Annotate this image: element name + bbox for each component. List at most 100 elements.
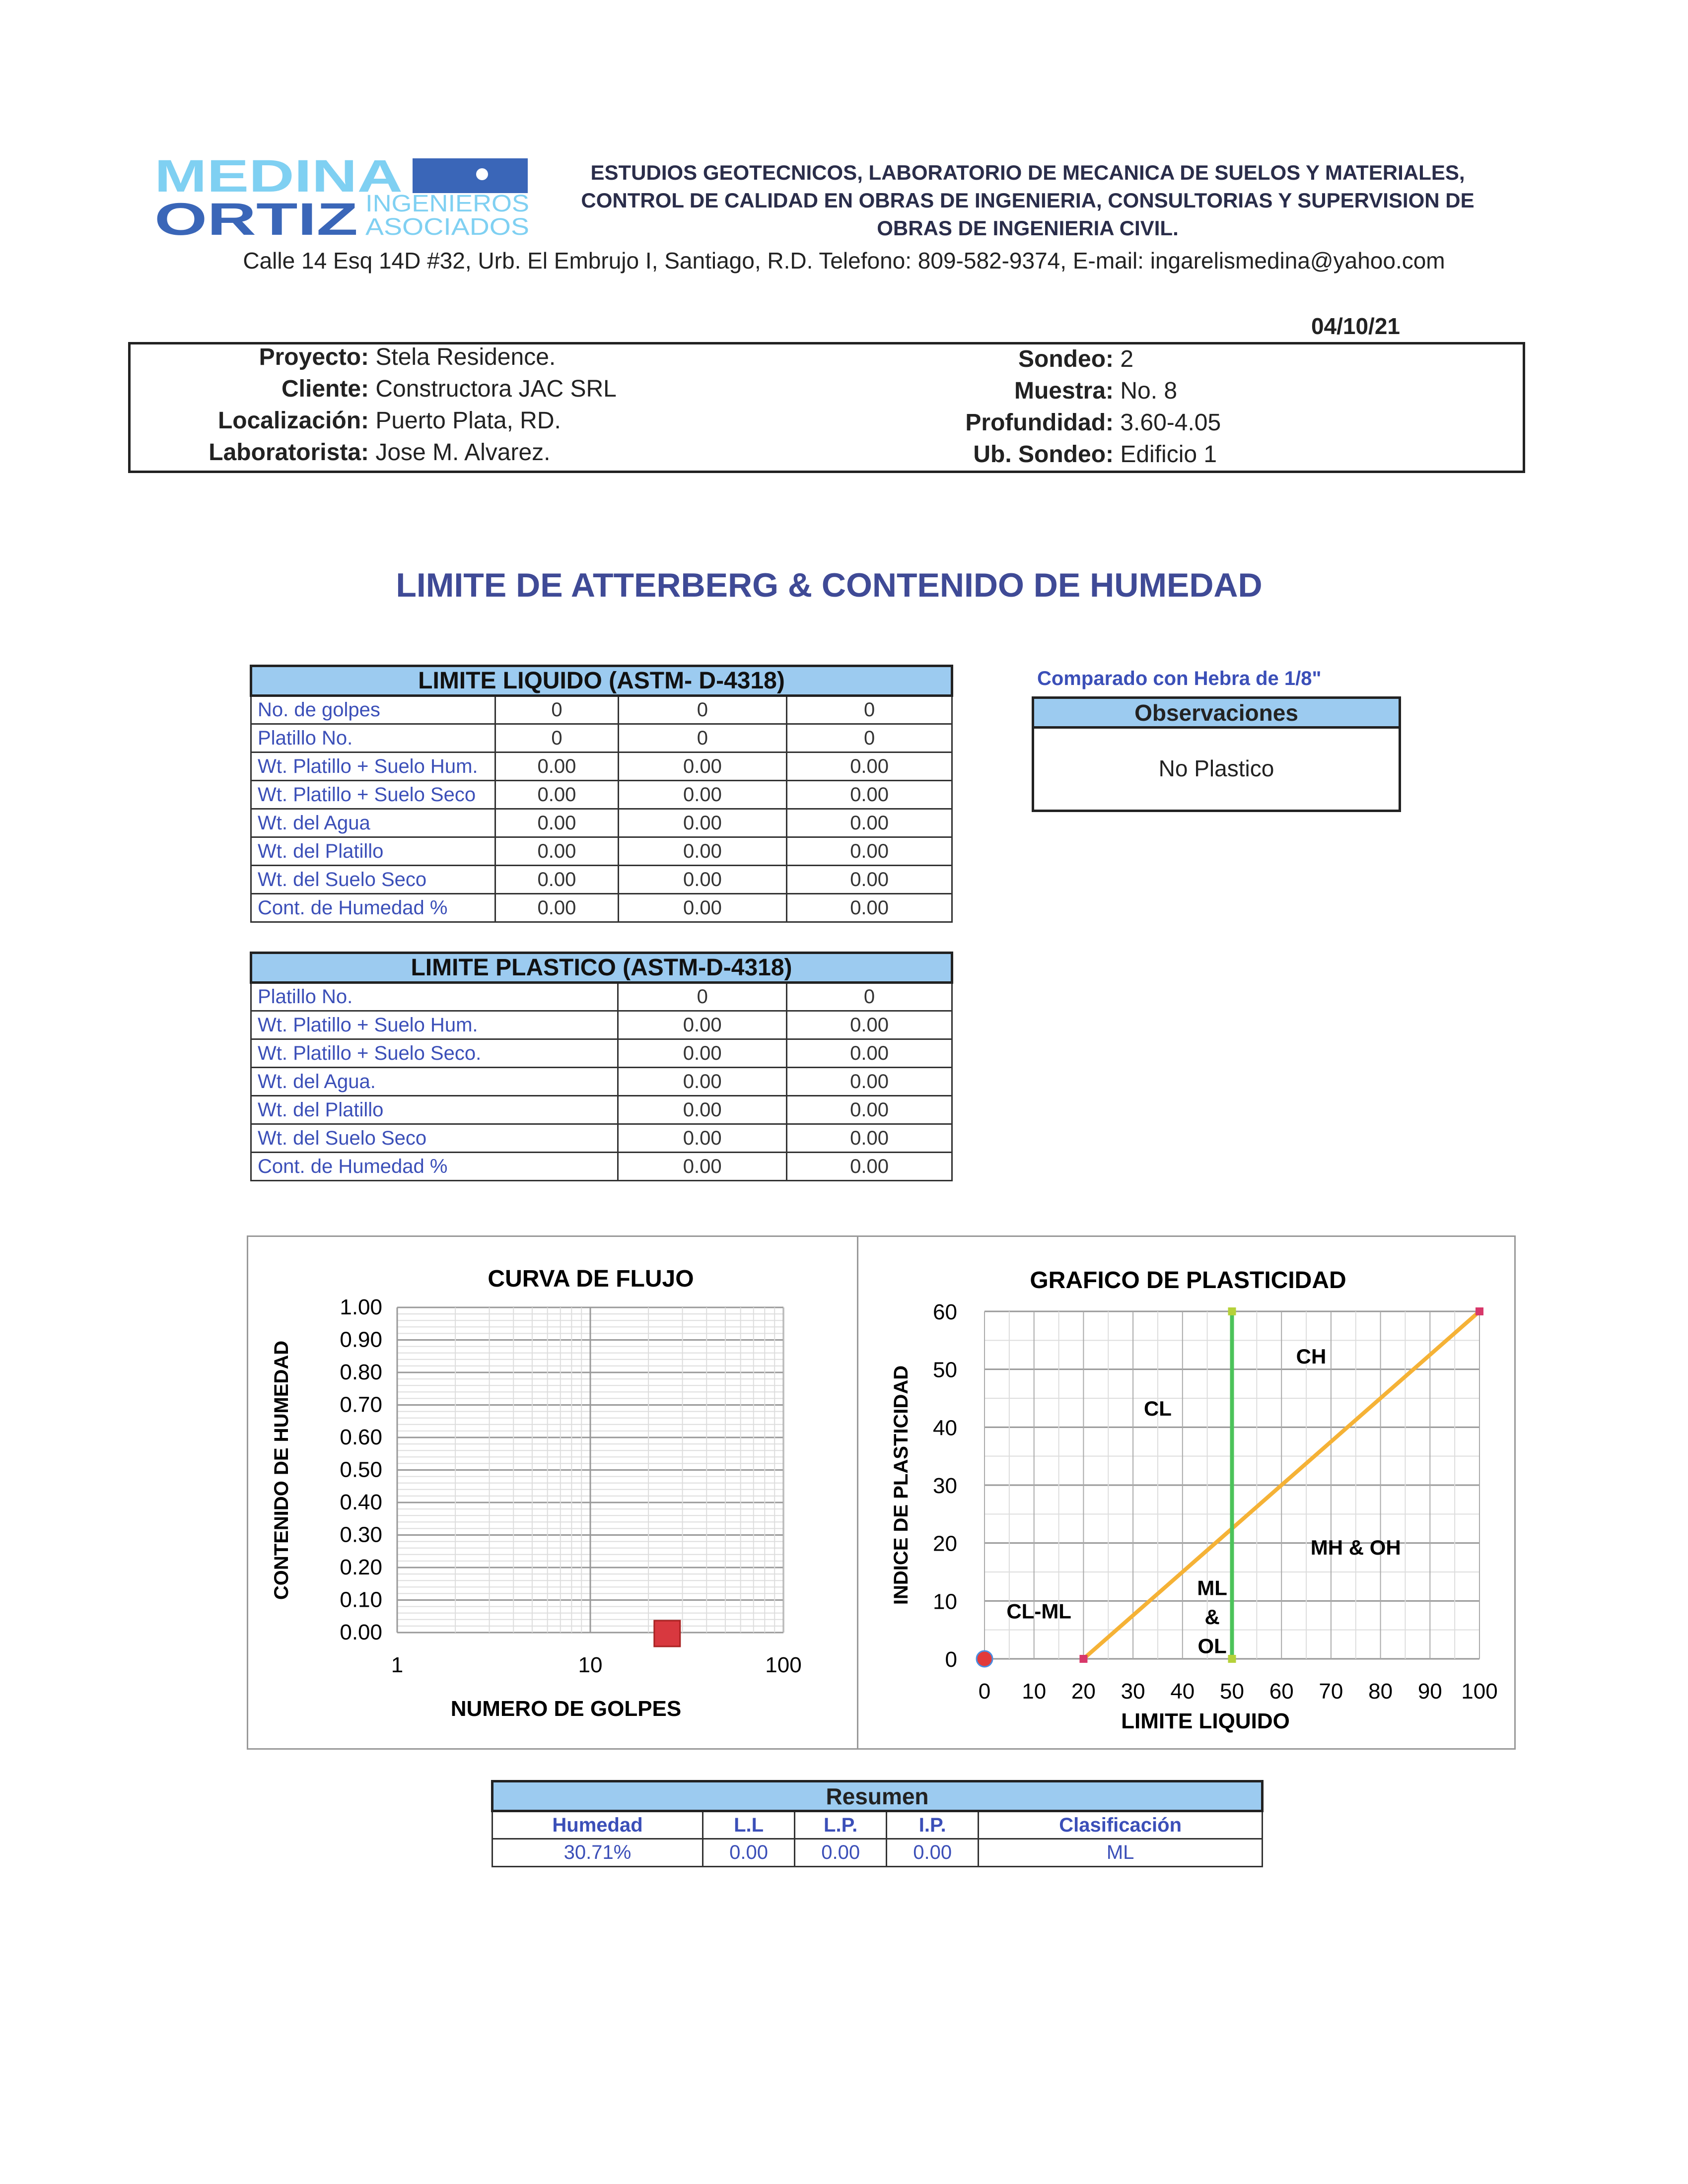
- cell-value: 0.00: [494, 836, 619, 866]
- x-tick-label: 70: [1319, 1679, 1343, 1704]
- row-label: Wt. del Platillo: [250, 836, 496, 866]
- x-tick-label: 0: [979, 1679, 990, 1704]
- cell-value: 0.00: [786, 751, 953, 781]
- summary-ll: 0.00: [702, 1838, 796, 1867]
- y-axis-label: INDICE DE PLASTICIDAD: [890, 1365, 912, 1605]
- x-tick-label: 10: [1022, 1679, 1046, 1704]
- charts-panel: 0.00 0.10 0.20 0.30 0.40 0.50 0.60 0.70 0.80 0.90…: [247, 1235, 1516, 1750]
- line-endpoint: [1228, 1655, 1236, 1663]
- chart-title: CURVA DE FLUJO: [488, 1266, 694, 1292]
- summary-header-humedad: Humedad: [491, 1810, 704, 1840]
- company-logo: MEDINA ORTIZ INGENIEROS ASOCIADOS: [154, 154, 529, 239]
- value-proyecto: Stela Residence.: [375, 344, 556, 370]
- row-label: Wt. Platillo + Suelo Seco: [250, 780, 496, 810]
- cell-value: 0: [617, 695, 788, 725]
- a-line: [1082, 1309, 1481, 1661]
- cell-value: 0.00: [786, 780, 953, 810]
- zone-label: CL-ML: [1006, 1599, 1071, 1623]
- summary-header-ll: L.L: [702, 1810, 796, 1840]
- value-profundidad: 3.60-4.05: [1120, 410, 1221, 436]
- row-label: Cont. de Humedad %: [250, 1152, 619, 1181]
- y-tick-label: 0.30: [340, 1523, 382, 1547]
- y-tick-label: 40: [933, 1416, 957, 1440]
- cell-value: 0.00: [617, 836, 788, 866]
- table-row: Wt. Platillo + Suelo Hum. 0.00 0.00 0.00: [250, 751, 953, 781]
- table-row: Wt. del Suelo Seco 0.00 0.00 0.00: [250, 865, 953, 894]
- cell-value: 0.00: [786, 1095, 953, 1125]
- y-tick-label: 0.20: [340, 1555, 382, 1579]
- cell-value: 0.00: [617, 808, 788, 838]
- label-profundidad: Profundidad:: [965, 410, 1114, 436]
- summary-header-lp: L.P.: [794, 1810, 888, 1840]
- y-tick-label: 10: [933, 1589, 957, 1614]
- report-date: 04/10/21: [1311, 313, 1400, 339]
- cell-value: 0.00: [617, 1095, 788, 1125]
- zone-label: CL: [1144, 1397, 1172, 1420]
- row-label: Wt. Platillo + Suelo Hum.: [250, 1010, 619, 1040]
- cell-value: 0.00: [786, 1067, 953, 1096]
- summary-title: Resumen: [491, 1780, 1264, 1812]
- line-endpoint: [1079, 1655, 1088, 1663]
- label-ub-sondeo: Ub. Sondeo:: [973, 441, 1114, 468]
- cell-value: 0.00: [494, 893, 619, 923]
- observations-header: Observaciones: [1034, 699, 1399, 729]
- summary-header-clasificacion: Clasificación: [978, 1810, 1263, 1840]
- cell-value: 0.00: [617, 1152, 788, 1181]
- y-tick-label: 0.90: [340, 1328, 382, 1352]
- y-tick-label: 0.70: [340, 1393, 382, 1417]
- table-row: Wt. del Platillo 0.00 0.00: [250, 1095, 953, 1125]
- cell-value: 0.00: [617, 865, 788, 894]
- y-tick-label: 0.10: [340, 1588, 382, 1612]
- x-tick-label: 20: [1071, 1679, 1096, 1704]
- y-tick-label: 0.50: [340, 1458, 382, 1482]
- summary-ip: 0.00: [886, 1838, 980, 1867]
- header-line-3: OBRAS DE INGENIERIA CIVIL.: [877, 216, 1179, 240]
- row-label: Wt. del Suelo Seco: [250, 865, 496, 894]
- cell-value: 0.00: [786, 1010, 953, 1040]
- value-sondeo: 2: [1120, 346, 1134, 372]
- table-row: Cont. de Humedad % 0.00 0.00 0.00: [250, 893, 953, 923]
- svg-text:INGENIEROS: INGENIEROS: [365, 191, 529, 217]
- plasticity-chart: 0 10 20 30 40 50 60 0 10 20 30 40 50 60 70 80 90 100 GRAFI…: [890, 1267, 1498, 1733]
- header-line-1: ESTUDIOS GEOTECNICOS, LABORATORIO DE MEC…: [590, 161, 1465, 184]
- line-endpoint: [1476, 1307, 1483, 1315]
- row-label: Wt. Platillo + Suelo Hum.: [250, 751, 496, 781]
- cell-value: 0: [617, 982, 788, 1012]
- company-description: ESTUDIOS GEOTECNICOS, LABORATORIO DE MEC…: [556, 159, 1499, 242]
- value-laboratorista: Jose M. Alvarez.: [375, 439, 551, 466]
- table-row: Platillo No. 0 0 0: [250, 723, 953, 753]
- data-point: [653, 1620, 681, 1647]
- plastic-limit-title: LIMITE PLASTICO (ASTM-D-4318): [250, 952, 953, 984]
- svg-text:ASOCIADOS: ASOCIADOS: [365, 214, 529, 239]
- company-address: Calle 14 Esq 14D #32, Urb. El Embrujo I,…: [243, 248, 1445, 273]
- summary-lp: 0.00: [794, 1838, 888, 1867]
- label-cliente: Cliente:: [281, 376, 369, 402]
- cell-value: 0.00: [494, 780, 619, 810]
- page-title: LIMITE DE ATTERBERG & CONTENIDO DE HUMED…: [396, 566, 1263, 604]
- summary-humedad: 30.71%: [491, 1838, 704, 1867]
- y-tick-label: 50: [933, 1358, 957, 1382]
- row-label: Wt. del Agua.: [250, 1067, 619, 1096]
- cell-value: 0.00: [617, 893, 788, 923]
- x-tick-label: 90: [1418, 1679, 1442, 1704]
- value-cliente: Constructora JAC SRL: [375, 376, 617, 402]
- cell-value: 0.00: [494, 808, 619, 838]
- cell-value: 0.00: [617, 1010, 788, 1040]
- row-label: Platillo No.: [250, 723, 496, 753]
- cell-value: 0: [494, 723, 619, 753]
- cell-value: 0.00: [786, 1152, 953, 1181]
- label-muestra: Muestra:: [1014, 378, 1114, 404]
- liquid-limit-table: LIMITE LIQUIDO (ASTM- D-4318) No. de gol…: [250, 665, 953, 923]
- cell-value: 0.00: [617, 780, 788, 810]
- x-tick-label: 30: [1121, 1679, 1145, 1704]
- table-row: Cont. de Humedad % 0.00 0.00: [250, 1152, 953, 1181]
- observations-text: No Plastico: [1158, 755, 1274, 781]
- cell-value: 0.00: [786, 1038, 953, 1068]
- value-muestra: No. 8: [1120, 378, 1178, 404]
- cell-value: 0.00: [786, 808, 953, 838]
- cell-value: 0.00: [617, 1038, 788, 1068]
- x-tick-label: 50: [1220, 1679, 1244, 1704]
- x-tick-label: 10: [578, 1653, 603, 1677]
- zone-label: MH & OH: [1311, 1536, 1401, 1559]
- cell-value: 0.00: [494, 865, 619, 894]
